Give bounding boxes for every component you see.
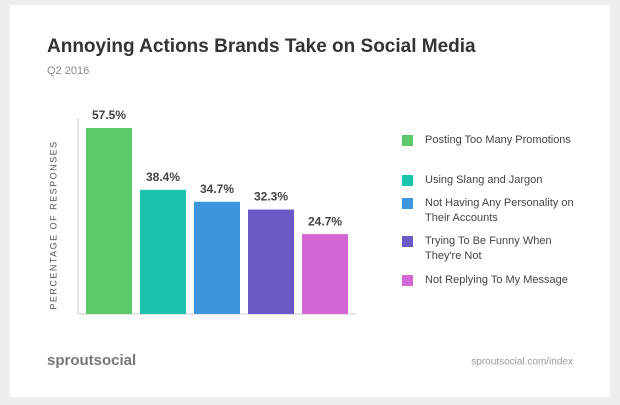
legend-label: Trying To Be Funny When They're Not [425,235,552,262]
legend-label: Posting Too Many Promotions [425,134,571,146]
legend-label: Not Having Any Personality on Their Acco… [425,197,574,224]
legend-label: Not Replying To My Message [425,274,568,286]
bar [194,201,240,314]
bar [140,189,186,314]
legend-swatch [402,175,413,186]
legend-swatch [402,275,413,286]
value-label: 57.5% [92,108,126,122]
legend-swatch [402,135,413,146]
legend-swatch [402,236,413,247]
bar [248,209,294,314]
legend-swatch [402,198,413,209]
source: sproutsocial.com/index [471,357,573,368]
y-axis-label: PERCENTAGE OF RESPONSES [48,140,58,309]
value-label: 38.4% [146,170,180,184]
value-label: 32.3% [254,190,288,204]
chart-subtitle: Q2 2016 [47,65,89,77]
bar [302,234,348,314]
brand: sproutsocial [47,352,136,369]
chart-title: Annoying Actions Brands Take on Social M… [47,36,476,57]
value-label: 34.7% [200,182,234,196]
bar [86,128,132,314]
legend-label: Using Slang and Jargon [425,174,543,186]
value-label: 24.7% [308,214,342,228]
